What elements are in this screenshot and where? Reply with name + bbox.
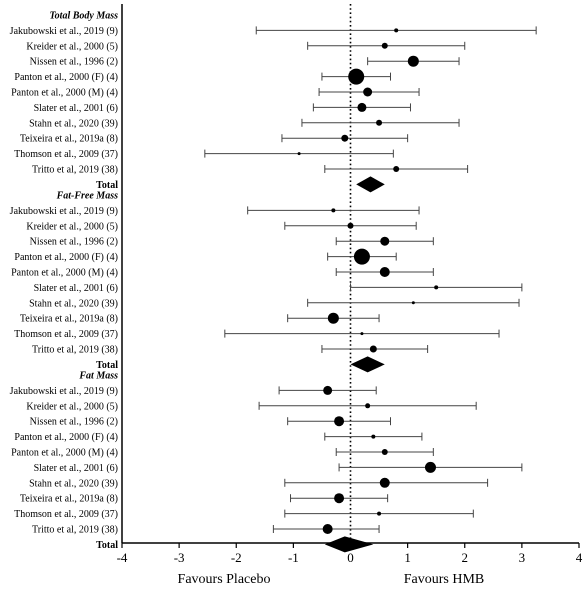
point-estimate bbox=[380, 236, 390, 246]
study-label: Nissen et al., 1996 (2) bbox=[30, 57, 118, 68]
x-tick-label: -1 bbox=[288, 550, 299, 565]
study-label: Thomson et al., 2009 (37) bbox=[14, 149, 118, 160]
point-estimate bbox=[371, 434, 376, 439]
point-estimate bbox=[376, 119, 383, 126]
study-label: Panton et al., 2000 (F) (4) bbox=[14, 72, 118, 83]
point-estimate bbox=[411, 301, 415, 305]
point-estimate bbox=[369, 345, 377, 353]
total-diamond bbox=[356, 176, 385, 193]
point-estimate bbox=[363, 87, 373, 97]
section-title: Fat-Free Mass bbox=[56, 191, 119, 202]
total-diamond bbox=[324, 536, 374, 553]
point-estimate bbox=[381, 449, 388, 455]
total-label: Total bbox=[96, 180, 118, 191]
study-label: Slater et al., 2001 (6) bbox=[34, 103, 118, 114]
point-estimate bbox=[393, 166, 400, 172]
study-label: Jakubowski et al., 2019 (9) bbox=[10, 206, 118, 217]
study-label: Jakubowski et al., 2019 (9) bbox=[10, 26, 118, 37]
point-estimate bbox=[379, 477, 390, 488]
x-tick-label: -3 bbox=[174, 550, 185, 565]
point-estimate bbox=[347, 222, 354, 229]
study-label: Panton et al., 2000 (M) (4) bbox=[11, 268, 118, 279]
total-label: Total bbox=[96, 360, 118, 371]
point-estimate bbox=[322, 524, 333, 534]
point-estimate bbox=[360, 332, 364, 336]
x-tick-label: 2 bbox=[462, 550, 469, 565]
section-title: Total Body Mass bbox=[49, 11, 118, 22]
favours-hmb-label: Favours HMB bbox=[404, 572, 485, 587]
x-tick-label: -2 bbox=[231, 550, 242, 565]
point-estimate bbox=[377, 511, 382, 516]
study-label: Slater et al., 2001 (6) bbox=[34, 463, 118, 474]
study-label: Thomson et al., 2009 (37) bbox=[14, 329, 118, 340]
study-label: Teixeira et al., 2019a (8) bbox=[20, 494, 118, 505]
point-estimate bbox=[323, 385, 333, 395]
study-label: Tritto et al, 2019 (38) bbox=[32, 525, 118, 536]
x-tick-label: 1 bbox=[404, 550, 411, 565]
total-diamond bbox=[350, 356, 385, 373]
point-estimate bbox=[424, 461, 436, 473]
study-label: Teixeira et al., 2019a (8) bbox=[20, 314, 118, 325]
point-estimate bbox=[334, 493, 345, 504]
x-tick-label: 3 bbox=[519, 550, 526, 565]
point-estimate bbox=[365, 403, 371, 409]
study-label: Kreider et al., 2000 (5) bbox=[26, 41, 118, 52]
point-estimate bbox=[341, 134, 349, 142]
point-estimate bbox=[297, 152, 301, 156]
study-label: Teixeira et al., 2019a (8) bbox=[20, 134, 118, 145]
study-label: Panton et al., 2000 (F) (4) bbox=[14, 432, 118, 443]
point-estimate bbox=[381, 42, 388, 49]
point-estimate bbox=[407, 55, 419, 67]
study-label: Panton et al., 2000 (F) (4) bbox=[14, 252, 118, 263]
section-title: Fat Mass bbox=[78, 371, 118, 382]
study-label: Thomson et al., 2009 (37) bbox=[14, 509, 118, 520]
point-estimate bbox=[353, 248, 370, 265]
point-estimate bbox=[327, 312, 339, 324]
study-label: Tritto et al, 2019 (38) bbox=[32, 345, 118, 356]
point-estimate bbox=[348, 68, 365, 85]
favours-placebo-label: Favours Placebo bbox=[178, 572, 271, 587]
point-estimate bbox=[331, 208, 336, 213]
point-estimate bbox=[357, 102, 367, 112]
study-label: Jakubowski et al., 2019 (9) bbox=[10, 386, 118, 397]
study-label: Nissen et al., 1996 (2) bbox=[30, 417, 118, 428]
x-tick-label: 4 bbox=[576, 550, 583, 565]
study-label: Stahn et al., 2020 (39) bbox=[29, 118, 118, 129]
x-tick-label: -4 bbox=[117, 550, 128, 565]
study-label: Slater et al., 2001 (6) bbox=[34, 283, 118, 294]
study-label: Kreider et al., 2000 (5) bbox=[26, 401, 118, 412]
point-estimate bbox=[434, 285, 439, 290]
study-label: Stahn et al., 2020 (39) bbox=[29, 298, 118, 309]
study-label: Stahn et al., 2020 (39) bbox=[29, 478, 118, 489]
study-label: Panton et al., 2000 (M) (4) bbox=[11, 448, 118, 459]
study-label: Panton et al., 2000 (M) (4) bbox=[11, 88, 118, 99]
point-estimate bbox=[379, 267, 390, 277]
total-label: Total bbox=[96, 540, 118, 551]
study-label: Nissen et al., 1996 (2) bbox=[30, 237, 118, 248]
study-label: Tritto et al, 2019 (38) bbox=[32, 165, 118, 176]
point-estimate bbox=[334, 416, 345, 427]
study-label: Kreider et al., 2000 (5) bbox=[26, 221, 118, 232]
x-tick-label: 0 bbox=[347, 550, 354, 565]
point-estimate bbox=[394, 28, 399, 33]
